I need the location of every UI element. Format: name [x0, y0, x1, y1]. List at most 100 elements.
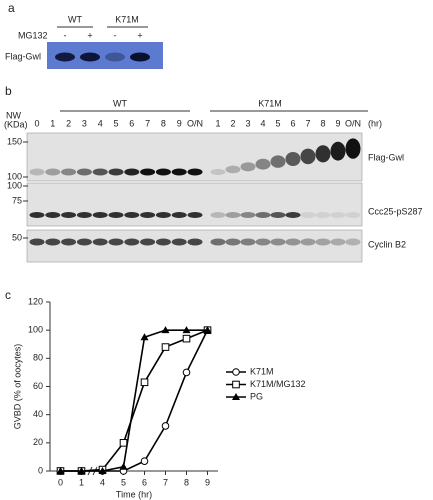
- unit-label: (hr): [368, 118, 382, 128]
- band: [210, 169, 226, 175]
- band: [155, 238, 171, 246]
- band: [76, 212, 92, 218]
- band: [92, 168, 108, 176]
- band: [225, 212, 241, 218]
- lane-label: 2: [230, 118, 235, 128]
- legend-label: K71M: [250, 366, 274, 376]
- band: [124, 168, 140, 176]
- band: [92, 212, 108, 218]
- point: [182, 326, 191, 334]
- x-tick-label: 6: [142, 477, 147, 487]
- band: [270, 155, 286, 168]
- lane-label: O/N: [345, 118, 361, 128]
- treatment-label: MG132: [18, 30, 48, 40]
- band: [76, 168, 92, 176]
- band: [45, 168, 61, 176]
- band: [105, 52, 125, 62]
- lane-label: +: [87, 30, 92, 40]
- y-tick-label: 120: [28, 296, 43, 306]
- point: [98, 467, 107, 474]
- panel-label: c: [5, 288, 11, 302]
- band: [240, 212, 256, 218]
- point: [182, 368, 191, 377]
- blot-label: Flag-Gwl: [368, 152, 404, 162]
- x-tick-label: 7: [163, 477, 168, 487]
- band: [330, 212, 346, 218]
- point: [161, 422, 170, 430]
- x-axis-title: Time (hr): [116, 489, 152, 499]
- y-tick-label: 20: [33, 437, 43, 447]
- point: [119, 462, 128, 470]
- mw-label: (KDa): [4, 119, 28, 129]
- lane-label: 0: [34, 118, 39, 128]
- group-label: WT: [68, 14, 82, 24]
- lane-label: 7: [305, 118, 310, 128]
- y-tick-label: 80: [33, 353, 43, 363]
- point: [161, 343, 170, 351]
- group-label: WT: [113, 98, 127, 108]
- band: [330, 141, 346, 161]
- lane-label: 1: [215, 118, 220, 128]
- lane-label: 1: [50, 118, 55, 128]
- band: [240, 238, 256, 246]
- y-tick-label: 0: [38, 465, 43, 475]
- lane-label: 3: [245, 118, 250, 128]
- band: [140, 212, 156, 218]
- point: [140, 333, 149, 341]
- y-axis-title: GVBD (% of oocytes): [12, 344, 22, 430]
- lane-label: -: [64, 30, 67, 40]
- band: [345, 212, 361, 218]
- band: [108, 238, 124, 246]
- band: [171, 238, 187, 246]
- lane-label: O/N: [187, 118, 203, 128]
- band: [29, 238, 45, 246]
- mw-marker: 100: [7, 171, 22, 181]
- point: [182, 334, 191, 343]
- x-tick-label: 8: [184, 477, 189, 487]
- legend-label: PG: [250, 391, 263, 401]
- band: [140, 238, 156, 246]
- x-tick-label: 5: [121, 477, 126, 487]
- band: [108, 168, 124, 176]
- band: [270, 212, 286, 218]
- y-tick-label: 60: [33, 381, 43, 391]
- band: [345, 238, 361, 246]
- point: [56, 467, 65, 474]
- group-label: K71M: [258, 98, 282, 108]
- band: [225, 238, 241, 246]
- band: [140, 168, 156, 176]
- lane-label: +: [137, 30, 142, 40]
- band: [315, 238, 331, 246]
- band: [300, 212, 316, 218]
- lane-label: 6: [290, 118, 295, 128]
- band: [155, 168, 171, 176]
- x-tick-label: 9: [205, 477, 210, 487]
- y-tick-label: 40: [33, 409, 43, 419]
- mw-marker: 75: [12, 195, 22, 205]
- band: [29, 212, 45, 218]
- panel-label: b: [5, 84, 12, 98]
- lane-label: 3: [82, 118, 87, 128]
- legend-label: K71M/MG132: [250, 379, 306, 389]
- band: [108, 212, 124, 218]
- x-tick-label: 1: [79, 477, 84, 487]
- band: [285, 238, 301, 246]
- band: [130, 52, 150, 62]
- band: [45, 238, 61, 246]
- lane-label: 9: [177, 118, 182, 128]
- mw-marker: 150: [7, 136, 22, 146]
- x-tick-label: 4: [100, 477, 105, 487]
- blot-label: Cyclin B2: [368, 239, 406, 249]
- mw-label: NW: [6, 110, 21, 120]
- lane-label: 4: [98, 118, 103, 128]
- blot: [26, 182, 363, 227]
- blot: [26, 229, 363, 263]
- point: [77, 467, 86, 474]
- band: [345, 138, 361, 159]
- legend-marker: [232, 380, 240, 389]
- mw-marker: 100: [7, 180, 22, 190]
- point: [119, 439, 128, 447]
- lane-label: 7: [145, 118, 150, 128]
- band: [210, 238, 226, 246]
